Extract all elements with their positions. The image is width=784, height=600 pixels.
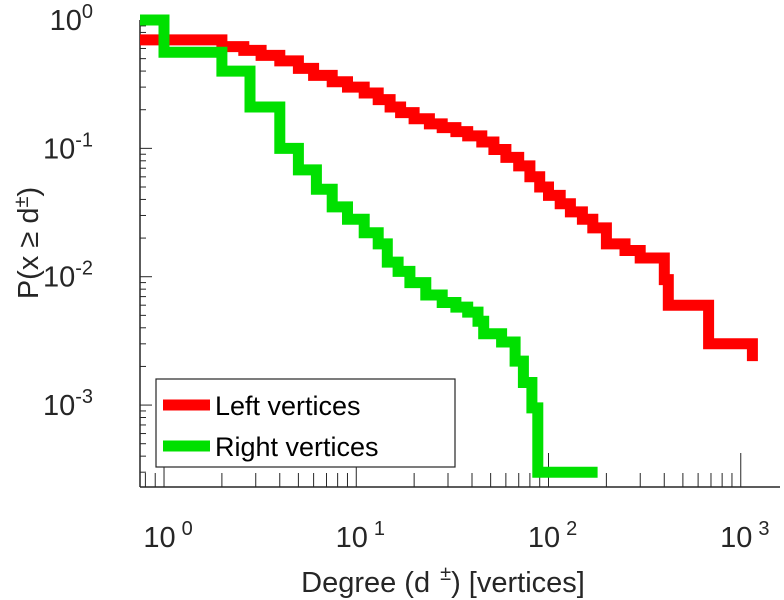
y-tick-exp: -2 [75,258,93,280]
y-tick-exp: -3 [75,386,93,408]
x-tick-base: 10 [720,522,752,554]
x-axis-label-sup: ± [440,563,451,585]
y-tick-label: 10-1 [43,129,93,165]
x-tick-exp: 0 [182,518,193,540]
legend-box [155,378,456,468]
y-tick-label: 10-2 [43,258,93,294]
series-line-right-vertices [140,14,598,478]
svg-text:P(x ≥ d±): P(x ≥ d±) [11,187,45,299]
y-tick-base: 10 [50,5,82,37]
x-tick-base: 10 [336,522,368,554]
y-tick-base: 10 [43,133,75,165]
x-tick-label: 10 1 [336,518,385,554]
x-tick-label: 10 3 [720,518,769,554]
x-axis-label: Degree (d ±) [vertices] [301,563,585,599]
legend-label: Right vertices [215,432,379,462]
x-axis-label-main: Degree (d [301,567,430,599]
y-axis-label-main: P(x ≥ d [13,207,45,299]
x-tick-base: 10 [528,522,560,554]
y-tick-base: 10 [43,262,75,294]
legend: Left vertices Right vertices [155,378,456,468]
x-tick-exp: 1 [374,518,385,540]
x-tick-label: 10 2 [528,518,577,554]
x-tick-label: 10 0 [143,518,192,554]
x-axis-label-tail: ) [vertices] [451,567,585,599]
x-tick-exp: 2 [566,518,577,540]
y-axis-label: P(x ≥ d±) [11,187,45,299]
svg-text:Degree (d±) [vertices]: Degree (d ±) [vertices] [301,563,585,599]
y-tick-base: 10 [43,390,75,422]
y-tick-exp: 0 [82,1,93,23]
y-tick-exp: -1 [75,129,93,151]
y-axis-label-tail: ) [13,187,45,197]
x-tick-exp: 3 [758,518,769,540]
y-axis-label-sup: ± [11,196,33,207]
series-line-left-vertices [140,34,758,362]
legend-label: Left vertices [215,391,361,421]
y-tick-label: 10-3 [43,386,93,422]
x-tick-base: 10 [143,522,175,554]
y-tick-label: 100 [50,1,93,37]
